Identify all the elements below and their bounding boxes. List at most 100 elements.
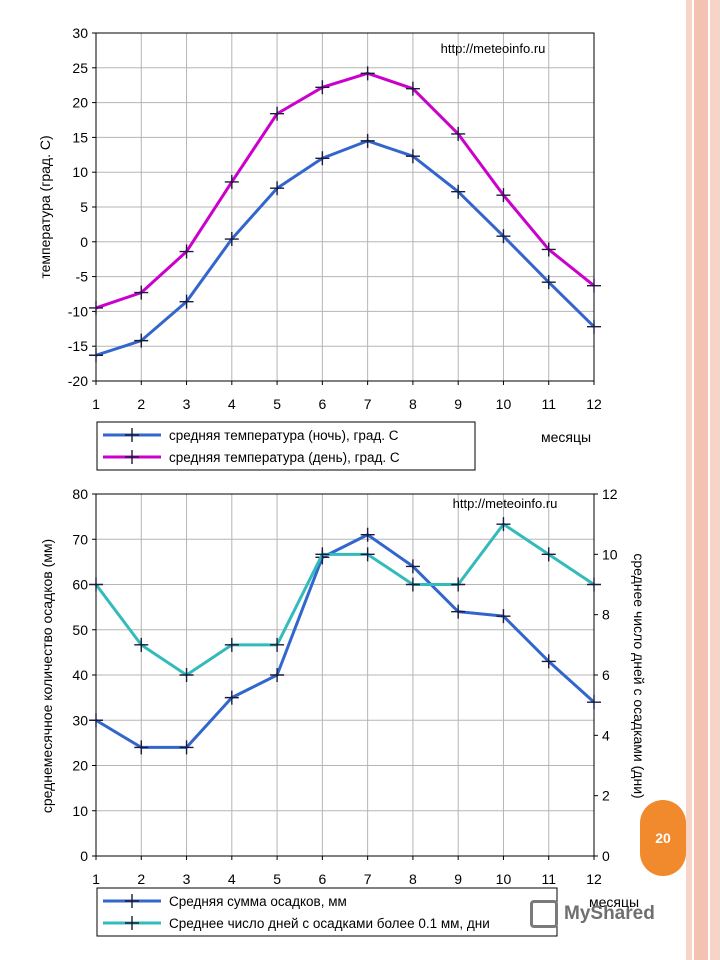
series-line-1: [95, 139, 596, 357]
data-point-marker: [134, 740, 149, 755]
y2-tick-label: 0: [602, 848, 610, 864]
data-point-marker: [134, 285, 149, 300]
y-tick-label: 50: [72, 622, 88, 638]
data-point-marker: [541, 275, 556, 290]
x-tick-label: 11: [541, 396, 556, 412]
page-number: 20: [655, 830, 671, 846]
y-tick-label: 5: [80, 199, 88, 215]
data-point-marker: [451, 604, 466, 619]
data-point-marker: [315, 547, 330, 562]
data-point-marker: [134, 637, 149, 652]
data-point-marker: [224, 232, 239, 247]
y-tick-label: -15: [68, 338, 88, 354]
data-point-marker: [587, 577, 601, 592]
data-point-marker: [270, 668, 285, 682]
x-tick-label: 7: [364, 871, 372, 887]
source-url: http://meteoinfo.ru: [441, 41, 546, 56]
y-tick-label: -20: [68, 373, 88, 389]
data-point-marker: [224, 690, 239, 705]
data-point-marker: [89, 577, 103, 592]
legend-entry: Среднее число дней с осадками более 0.1 …: [169, 916, 490, 931]
data-point-marker: [451, 184, 466, 199]
source-url: http://meteoinfo.ru: [453, 496, 558, 511]
data-point-marker: [541, 547, 556, 562]
watermark-text: MyShared: [564, 903, 655, 924]
y-tick-label: 60: [72, 577, 88, 593]
x-tick-label: 8: [409, 396, 417, 412]
y-axis-title: среднемесячное количество осадков (мм): [39, 539, 55, 813]
plot-border: [95, 493, 595, 857]
data-point-marker: [179, 668, 194, 682]
y2-tick-label: 8: [602, 607, 610, 623]
data-point-marker: [496, 609, 511, 624]
data-point-marker: [224, 637, 239, 652]
x-tick-label: 9: [454, 396, 462, 412]
x-tick-label: 12: [586, 871, 602, 887]
x-tick-label: 5: [273, 396, 281, 412]
slide-border: [686, 0, 720, 960]
data-point-marker: [360, 133, 375, 148]
data-point-marker: [496, 517, 511, 532]
y2-tick-label: 2: [602, 788, 610, 804]
x-tick-label: 4: [228, 396, 236, 412]
data-point-marker: [224, 174, 239, 189]
data-point-marker: [89, 713, 103, 728]
y2-tick-label: 10: [602, 546, 618, 562]
data-point-marker: [89, 300, 103, 315]
y-tick-label: 70: [72, 531, 88, 547]
data-point-marker: [405, 149, 420, 164]
y2-tick-label: 4: [602, 727, 610, 743]
data-point-marker: [360, 527, 375, 542]
x-tick-label: 2: [137, 871, 145, 887]
data-point-marker: [179, 244, 194, 259]
legend-box: [96, 421, 476, 471]
x-tick-label: 10: [496, 396, 512, 412]
x-tick-label: 4: [228, 871, 236, 887]
y-tick-label: 20: [72, 758, 88, 774]
data-point-marker: [587, 319, 601, 334]
data-point-marker: [405, 559, 420, 574]
data-point-marker: [496, 229, 511, 244]
myshared-logo-icon: [530, 900, 558, 928]
data-point-marker: [451, 577, 466, 592]
x-tick-label: 6: [318, 871, 326, 887]
y-tick-label: 10: [72, 803, 88, 819]
y-axis-title: температура (град. C): [37, 135, 53, 278]
data-point-marker: [360, 547, 375, 562]
series-line-2: [94, 522, 595, 677]
legend-entry: средняя температура (день), град. С: [169, 450, 400, 465]
x-tick-label: 3: [183, 871, 191, 887]
data-point-marker: [405, 81, 420, 96]
x-tick-label: 11: [541, 871, 556, 887]
y-tick-label: 80: [72, 486, 88, 502]
legend-marker: [125, 428, 139, 442]
x-axis-title: месяцы: [589, 894, 639, 910]
data-point-marker: [89, 348, 103, 363]
legend-marker: [125, 916, 139, 930]
y-tick-label: 15: [72, 129, 88, 145]
data-point-marker: [315, 151, 330, 166]
x-tick-label: 10: [496, 871, 512, 887]
data-point-marker: [315, 80, 330, 95]
legend-marker: [125, 894, 139, 908]
y-tick-label: 30: [72, 712, 88, 728]
data-point-marker: [405, 577, 420, 592]
y-tick-label: 0: [80, 234, 88, 250]
y-tick-label: 10: [72, 164, 88, 180]
series-line-1: [95, 533, 596, 749]
myshared-watermark: MyShared: [530, 898, 690, 934]
x-tick-label: 9: [454, 871, 462, 887]
y2-tick-label: 6: [602, 667, 610, 683]
data-point-marker: [541, 242, 556, 257]
y-tick-label: 0: [80, 848, 88, 864]
y-tick-label: -10: [68, 303, 88, 319]
x-tick-label: 2: [137, 396, 145, 412]
legend-marker: [125, 450, 139, 464]
legend-entry: Средняя сумма осадков, мм: [169, 894, 347, 909]
y2-axis-title: среднее число дней с осадками (дни): [631, 553, 647, 798]
data-point-marker: [451, 126, 466, 141]
data-point-marker: [270, 637, 285, 652]
data-point-marker: [270, 181, 285, 196]
